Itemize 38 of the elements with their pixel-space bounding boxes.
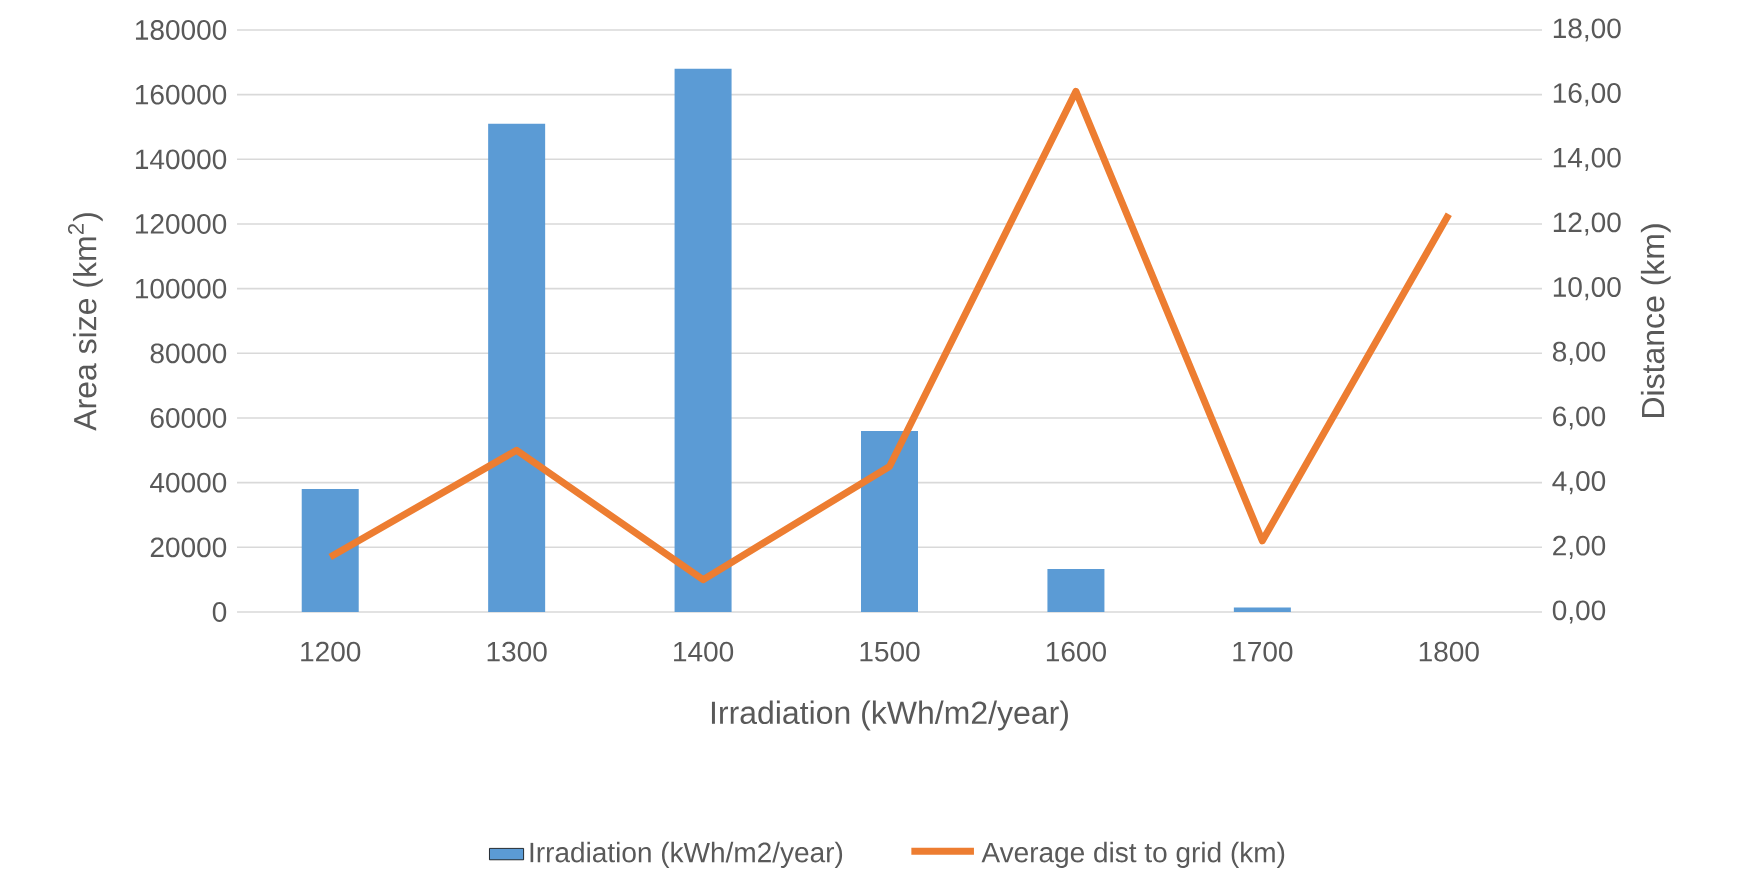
y-tick-label: 140000 bbox=[135, 149, 227, 170]
y2-tick-label: 18,00 bbox=[1553, 18, 1621, 42]
y-tick-label: 160000 bbox=[135, 84, 227, 105]
y-tick-label: 0 bbox=[212, 602, 227, 622]
y2-tick-label: 8,00 bbox=[1552, 341, 1606, 365]
bar bbox=[1233, 607, 1291, 612]
x-tick-label: 1600 bbox=[1046, 641, 1106, 662]
x-tick-label: 1300 bbox=[487, 641, 547, 662]
y2-tick-label: 16,00 bbox=[1553, 83, 1621, 107]
y2-tick-label: 14,00 bbox=[1553, 147, 1621, 171]
y2-tick-label: 4,00 bbox=[1552, 471, 1606, 495]
y-tick-label: 180000 bbox=[135, 20, 227, 40]
y-tick-label: 60000 bbox=[150, 408, 227, 428]
legend-label: Average dist to grid (km) bbox=[981, 841, 1285, 868]
y-tick-label: 80000 bbox=[150, 343, 227, 364]
x-axis-title: Irradiation (kWh/m2/year) bbox=[711, 700, 1068, 731]
x-tick-label: 1500 bbox=[860, 641, 920, 662]
y-axis-title: Area size (km$^{2}$) bbox=[67, 213, 103, 431]
y-tick-label: 100000 bbox=[135, 278, 227, 299]
y2-tick-label: 0,00 bbox=[1552, 600, 1606, 624]
bar bbox=[861, 430, 918, 612]
bar bbox=[1047, 568, 1105, 612]
y-tick-label: 120000 bbox=[135, 214, 227, 234]
x-tick-label: 1800 bbox=[1419, 641, 1479, 662]
y2-axis-title: Distance (km) bbox=[1640, 224, 1671, 418]
y2-tick-label: 6,00 bbox=[1553, 406, 1606, 430]
y-tick-label: 40000 bbox=[150, 472, 227, 493]
y-tick-label: 20000 bbox=[150, 537, 227, 558]
bar bbox=[301, 489, 359, 612]
y2-tick-label: 2,00 bbox=[1553, 535, 1606, 559]
y2-tick-label: 10,00 bbox=[1553, 277, 1621, 301]
x-tick-label: 1400 bbox=[674, 641, 734, 662]
bar bbox=[674, 68, 732, 612]
y2-tick-label: 12,00 bbox=[1553, 212, 1621, 236]
x-tick-label: 1700 bbox=[1233, 641, 1293, 662]
bar bbox=[488, 123, 546, 612]
x-tick-label: 1200 bbox=[301, 641, 361, 662]
legend-label: Irradiation (kWh/m2/year) bbox=[530, 841, 843, 868]
